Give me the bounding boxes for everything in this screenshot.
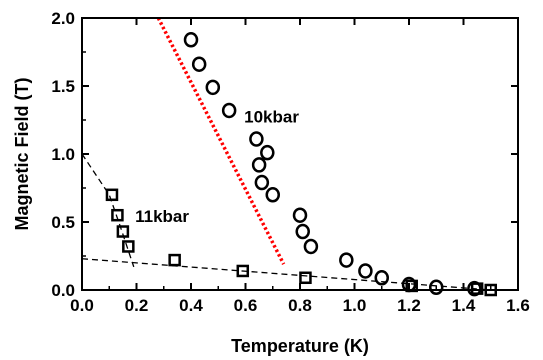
- point-10kbar: [339, 252, 354, 268]
- point-10kbar: [254, 174, 270, 191]
- point-11kbar: [470, 282, 484, 295]
- point-10kbar: [429, 279, 444, 296]
- point-10kbar: [183, 32, 199, 48]
- tick-labels: 0.0 0.2 0.4 0.6 0.8 1.0 1.2 1.4 1.6 0.0 0.5 1.0 1.5 2…: [51, 9, 529, 315]
- point-11kbar: [111, 208, 124, 222]
- y-tick-label: 1.5: [51, 77, 75, 96]
- x-tick-label: 0.4: [179, 296, 203, 315]
- annotation-10kbar: 10kbar: [244, 108, 299, 127]
- point-10kbar: [260, 144, 275, 161]
- x-tick-label: 0.6: [234, 296, 258, 315]
- point-10kbar: [249, 131, 264, 147]
- point-10kbar: [221, 102, 237, 119]
- point-10kbar: [303, 238, 319, 255]
- x-tick-label: 0.0: [70, 296, 94, 315]
- point-10kbar: [292, 207, 308, 223]
- point-11kbar: [105, 188, 119, 202]
- point-10kbar: [374, 270, 389, 286]
- x-tick-label: 1.2: [397, 296, 421, 315]
- x-tick-label: 1.4: [452, 296, 476, 315]
- x-tick-label: 0.2: [125, 296, 149, 315]
- point-11kbar: [236, 264, 250, 278]
- point-11kbar: [122, 240, 135, 253]
- point-10kbar: [265, 187, 280, 203]
- y-tick-label: 0.0: [51, 281, 75, 300]
- guide-line-dotted-red: [156, 17, 286, 265]
- x-tick-label: 1.0: [343, 296, 367, 315]
- plot-frame: [81, 17, 519, 291]
- point-11kbar: [299, 271, 312, 285]
- annotation-11kbar: 11kbar: [135, 207, 189, 226]
- point-11kbar: [116, 225, 130, 238]
- point-10kbar: [251, 157, 267, 173]
- y-tick-label: 2.0: [51, 9, 75, 28]
- guide-line-dashed-black: [81, 153, 135, 268]
- y-tick-label: 0.5: [51, 213, 75, 232]
- axis-ticks: [81, 17, 519, 291]
- point-10kbar: [205, 79, 221, 96]
- guide-line-dashed-black: [81, 258, 491, 291]
- x-tick-label: 1.6: [506, 296, 530, 315]
- data-points: [105, 32, 497, 297]
- point-10kbar: [467, 280, 482, 297]
- point-10kbar: [295, 223, 310, 240]
- x-tick-label: 0.8: [288, 296, 312, 315]
- y-axis-title: Magnetic Field (T): [12, 77, 32, 230]
- point-11kbar: [168, 253, 181, 267]
- point-10kbar: [358, 263, 373, 279]
- y-tick-label: 1.0: [51, 145, 75, 164]
- x-axis-title: Temperature (K): [231, 336, 369, 356]
- guide-lines: [81, 17, 491, 291]
- point-10kbar: [191, 56, 207, 72]
